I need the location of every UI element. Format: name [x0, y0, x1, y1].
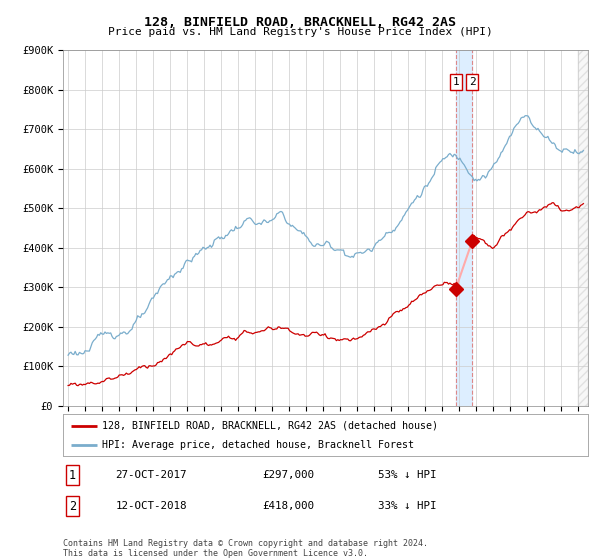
Text: 1: 1 [452, 77, 459, 87]
Text: 2: 2 [69, 500, 76, 512]
Text: 1: 1 [69, 469, 76, 482]
Text: Contains HM Land Registry data © Crown copyright and database right 2024.
This d: Contains HM Land Registry data © Crown c… [63, 539, 428, 558]
Text: 12-OCT-2018: 12-OCT-2018 [115, 501, 187, 511]
Text: 53% ↓ HPI: 53% ↓ HPI [378, 470, 437, 480]
Text: 128, BINFIELD ROAD, BRACKNELL, RG42 2AS (detached house): 128, BINFIELD ROAD, BRACKNELL, RG42 2AS … [103, 421, 439, 431]
Text: HPI: Average price, detached house, Bracknell Forest: HPI: Average price, detached house, Brac… [103, 440, 415, 450]
Text: £418,000: £418,000 [263, 501, 314, 511]
Text: 128, BINFIELD ROAD, BRACKNELL, RG42 2AS: 128, BINFIELD ROAD, BRACKNELL, RG42 2AS [144, 16, 456, 29]
Text: £297,000: £297,000 [263, 470, 314, 480]
Bar [456, 50, 472, 406]
Bar [578, 50, 588, 406]
Text: 33% ↓ HPI: 33% ↓ HPI [378, 501, 437, 511]
Text: 27-OCT-2017: 27-OCT-2017 [115, 470, 187, 480]
Text: Price paid vs. HM Land Registry's House Price Index (HPI): Price paid vs. HM Land Registry's House … [107, 27, 493, 38]
Text: 2: 2 [469, 77, 476, 87]
